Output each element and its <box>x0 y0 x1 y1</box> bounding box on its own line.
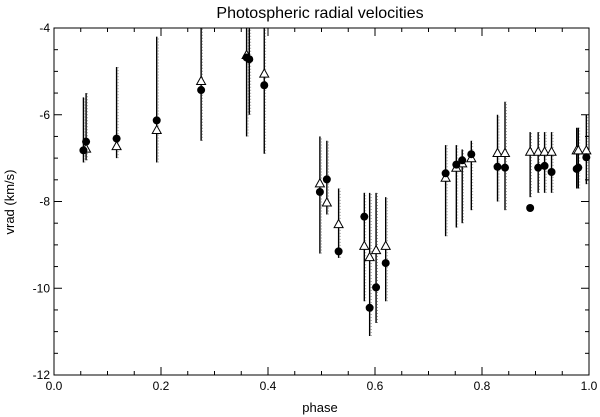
circle-point <box>547 168 556 177</box>
circle-point <box>540 161 549 170</box>
circle-point <box>372 283 381 292</box>
triangle-point <box>532 146 544 156</box>
x-axis-label: phase <box>302 400 337 415</box>
circle-point <box>452 160 461 169</box>
circle-point <box>245 55 254 64</box>
circle-point <box>322 175 331 184</box>
triangle-point <box>546 146 557 156</box>
triangle-point <box>380 240 392 250</box>
circle-point <box>334 247 343 256</box>
circle-point <box>112 134 121 143</box>
circle-point <box>534 163 543 172</box>
circle-point <box>467 150 476 159</box>
triangle-point <box>539 146 550 156</box>
plot-frame <box>53 27 590 376</box>
circle-point <box>381 259 390 268</box>
y-tick-label: -4 <box>39 21 50 35</box>
y-tick-label: -6 <box>39 108 50 122</box>
y-tick-label: -10 <box>33 281 51 295</box>
triangle-point <box>364 251 375 262</box>
triangle-point <box>358 240 370 250</box>
x-tick-label: 0.2 <box>153 379 170 393</box>
circle-point <box>197 86 206 95</box>
triangle-point <box>492 147 503 158</box>
circle-point <box>501 163 510 172</box>
circle-point <box>360 212 369 221</box>
circle-point <box>79 146 88 155</box>
triangle-point <box>572 144 584 155</box>
triangle-point <box>321 196 333 207</box>
circle-point <box>574 163 583 172</box>
chart-title: Photospheric radial velocities <box>216 5 423 22</box>
circle-point <box>260 81 269 90</box>
circle-point <box>152 116 161 125</box>
circle-point <box>526 204 535 213</box>
triangle-point <box>151 124 163 135</box>
x-tick-label: 0.6 <box>367 379 384 393</box>
circle-point <box>82 137 91 146</box>
x-tick-label: 0.4 <box>260 379 277 393</box>
y-tick-label: -12 <box>33 368 51 382</box>
plot-area: 0.0 0.2 0.4 0.6 0.8 1.0 -12 -10 -8 -6 -4 <box>33 21 598 393</box>
x-tick-label: 0.0 <box>46 379 63 393</box>
circle-point <box>493 162 502 171</box>
triangle-point <box>314 177 326 188</box>
triangle-point <box>499 147 511 158</box>
triangle-point <box>258 68 270 78</box>
triangle-point <box>195 75 207 86</box>
x-tick-label: 0.8 <box>474 379 491 393</box>
triangle-point <box>333 218 344 229</box>
triangle-point <box>524 146 536 156</box>
x-tick-label: 1.0 <box>581 379 598 393</box>
circle-point <box>315 187 324 196</box>
circle-point <box>582 153 591 162</box>
y-tick-label: -8 <box>39 195 50 209</box>
triangle-point <box>111 140 122 151</box>
circle-point <box>458 156 467 165</box>
circle-point <box>441 169 450 178</box>
circle-point <box>365 303 374 312</box>
triangle-point <box>370 244 382 255</box>
y-axis-label: vrad (km/s) <box>2 170 17 235</box>
